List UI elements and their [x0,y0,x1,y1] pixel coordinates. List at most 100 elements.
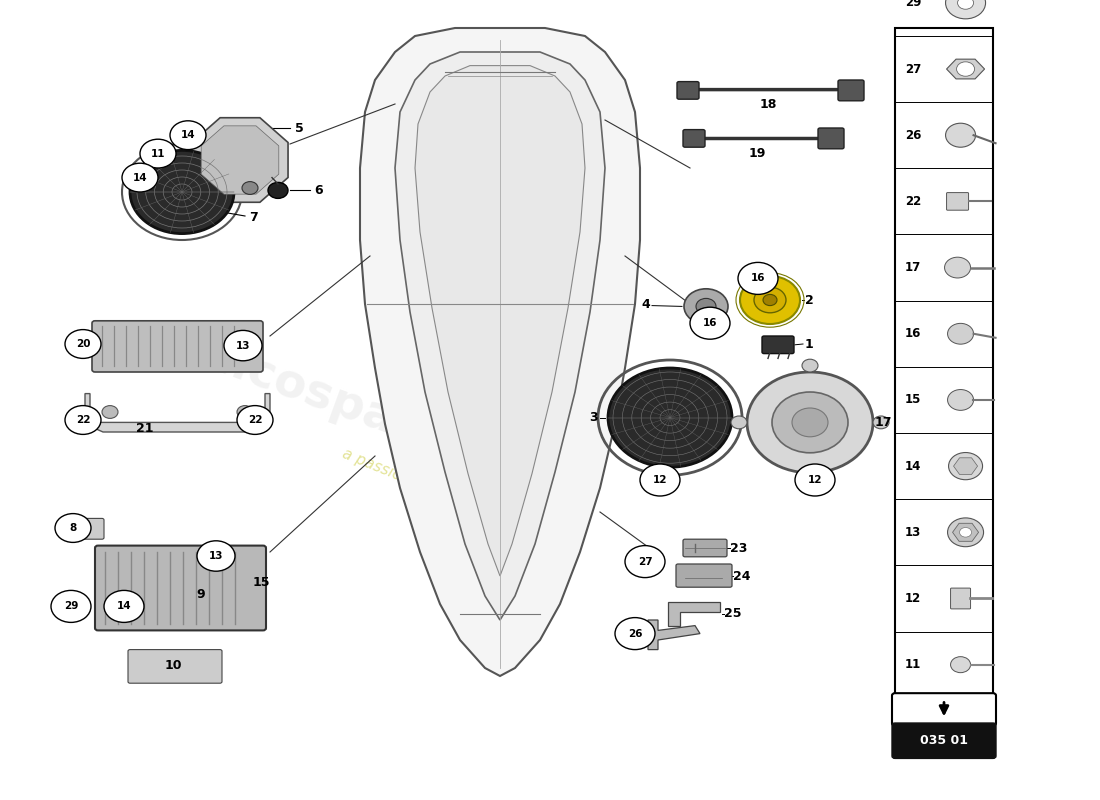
Text: 20: 20 [76,339,90,349]
Text: 25: 25 [724,607,741,620]
Circle shape [197,541,235,571]
Circle shape [772,392,848,453]
Text: 10: 10 [164,659,182,672]
Text: 4: 4 [641,298,650,310]
Polygon shape [201,126,278,194]
Circle shape [738,262,778,294]
FancyBboxPatch shape [128,650,222,683]
Circle shape [873,416,889,429]
Circle shape [130,150,234,234]
FancyBboxPatch shape [683,130,705,147]
Circle shape [104,590,144,622]
FancyBboxPatch shape [676,82,698,99]
Text: 22: 22 [76,415,90,425]
Circle shape [802,359,818,372]
FancyBboxPatch shape [838,80,864,101]
Circle shape [946,123,976,147]
Text: 23: 23 [730,542,747,554]
Text: 8: 8 [69,523,77,533]
Text: 16: 16 [750,274,766,283]
Circle shape [740,276,800,324]
Circle shape [958,0,974,10]
Circle shape [65,330,101,358]
Text: 3: 3 [590,411,598,424]
Text: 24: 24 [733,570,750,582]
Text: 15: 15 [905,394,922,406]
Circle shape [763,294,777,306]
Text: 14: 14 [180,130,196,140]
FancyBboxPatch shape [92,321,263,372]
Circle shape [950,657,970,673]
Circle shape [690,307,730,339]
Circle shape [946,0,986,19]
Polygon shape [953,523,979,542]
Circle shape [65,406,101,434]
Circle shape [224,330,262,361]
Text: a passion for parts since 1985: a passion for parts since 1985 [340,446,560,546]
Text: 12: 12 [807,475,823,485]
Text: 18: 18 [759,98,777,110]
Circle shape [947,390,974,410]
Circle shape [170,121,206,150]
Circle shape [242,182,258,194]
Polygon shape [668,602,720,626]
Text: 6: 6 [314,184,322,197]
Polygon shape [648,620,700,650]
Text: 5: 5 [295,122,304,134]
FancyBboxPatch shape [818,128,844,149]
Circle shape [140,139,176,168]
Text: 27: 27 [905,62,922,75]
Polygon shape [85,394,270,432]
Circle shape [640,464,680,496]
Text: 11: 11 [905,658,922,671]
Text: 9: 9 [196,588,205,601]
Text: 26: 26 [905,129,922,142]
Circle shape [625,546,666,578]
Circle shape [947,518,983,546]
Circle shape [947,323,974,344]
Circle shape [754,287,786,313]
Circle shape [696,298,716,314]
Circle shape [684,289,728,324]
Text: 16: 16 [905,327,922,340]
Text: 22: 22 [905,195,922,208]
Text: 27: 27 [638,557,652,566]
Circle shape [959,527,971,537]
Circle shape [236,406,273,434]
FancyBboxPatch shape [95,546,266,630]
FancyBboxPatch shape [892,723,996,758]
Text: 29: 29 [905,0,922,10]
Text: 13: 13 [209,551,223,561]
Circle shape [747,372,873,473]
Polygon shape [192,118,288,202]
Polygon shape [360,28,640,676]
Circle shape [608,368,732,467]
Text: 035 01: 035 01 [920,734,968,747]
Text: 17: 17 [874,416,892,429]
Circle shape [268,182,288,198]
Circle shape [792,408,828,437]
Circle shape [55,514,91,542]
Circle shape [795,464,835,496]
Text: 13: 13 [235,341,251,350]
Circle shape [51,590,91,622]
Text: 15: 15 [253,576,271,589]
Polygon shape [947,59,984,79]
Text: 26: 26 [628,629,642,638]
Circle shape [948,453,982,480]
Polygon shape [395,52,605,620]
Text: 13: 13 [905,526,922,539]
Text: 29: 29 [64,602,78,611]
Text: 14: 14 [905,460,922,473]
Polygon shape [415,66,585,576]
Text: 12: 12 [905,592,922,605]
Text: 11: 11 [151,149,165,158]
Circle shape [732,416,747,429]
Circle shape [945,257,970,278]
Text: 1: 1 [805,338,814,350]
Text: elicospares: elicospares [180,327,480,473]
FancyBboxPatch shape [895,28,993,698]
Circle shape [102,406,118,418]
FancyBboxPatch shape [947,193,969,210]
FancyBboxPatch shape [892,693,996,726]
